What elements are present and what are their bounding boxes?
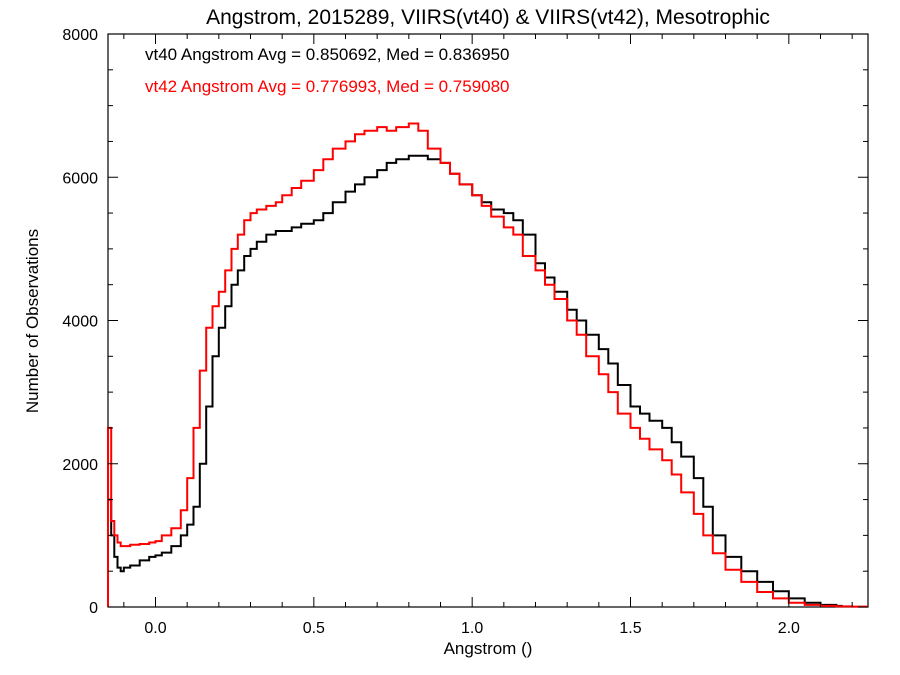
x-tick-labels: 0.0 0.5 1.0 1.5 2.0: [144, 620, 800, 637]
y-tick-label: 0: [89, 600, 98, 617]
plot-frame-rect: [107, 33, 869, 608]
x-axis-title: Angstrom (): [444, 639, 533, 658]
chart-title: Angstrom, 2015289, VIIRS(vt40) & VIIRS(v…: [206, 6, 770, 29]
x-tick-label: 0.0: [144, 620, 166, 637]
y-axis-title: Number of Observations: [23, 229, 42, 413]
x-tick-label: 1.5: [619, 620, 641, 637]
x-tick-label: 0.5: [303, 620, 325, 637]
tick-marks: [108, 33, 868, 608]
y-tick-label: 6000: [62, 170, 98, 187]
y-tick-label: 4000: [62, 314, 98, 331]
x-tick-label: 1.0: [461, 620, 483, 637]
plot-frame: [107, 33, 869, 608]
annotation-vt42: vt42 Angstrom Avg = 0.776993, Med = 0.75…: [145, 77, 510, 96]
x-tick-label: 2.0: [778, 620, 800, 637]
y-tick-label: 8000: [62, 27, 98, 44]
y-tick-label: 2000: [62, 457, 98, 474]
annotation-vt40: vt40 Angstrom Avg = 0.850692, Med = 0.83…: [145, 45, 510, 64]
y-tick-labels: 0 2000 4000 6000 8000: [62, 27, 98, 617]
series-line-1: [107, 122, 868, 608]
series-line-0: [107, 154, 843, 607]
series-group: [107, 122, 868, 608]
